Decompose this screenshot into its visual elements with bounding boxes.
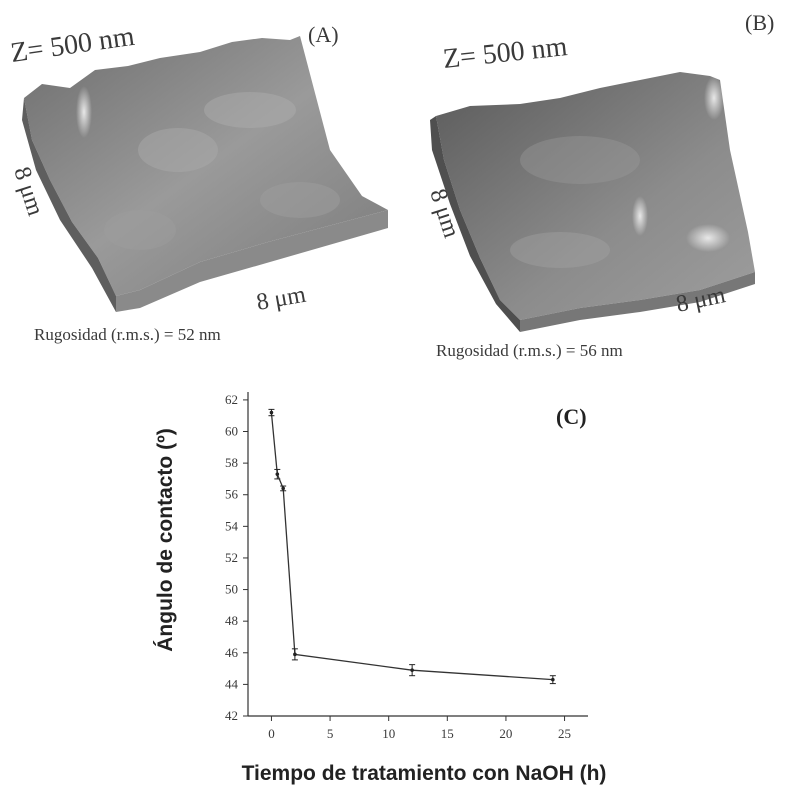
afm-texture-b2 xyxy=(510,232,610,268)
afm-panel-a: Z= 500 nm (A) 8 μm 8 μm Rugosidad (r.m.s… xyxy=(8,21,388,344)
panel-label-c: (C) xyxy=(556,404,587,429)
afm-surface-a xyxy=(24,36,388,296)
afm-peak-b3 xyxy=(704,76,724,120)
y-tick-label: 44 xyxy=(225,676,239,691)
afm-peak-a1 xyxy=(76,86,92,138)
data-point xyxy=(269,410,274,415)
afm-texture-b1 xyxy=(520,136,640,184)
series-line xyxy=(270,412,553,681)
x-dim-label-a: 8 μm xyxy=(255,282,309,316)
y-tick-label: 54 xyxy=(225,518,239,533)
afm-peak-b2 xyxy=(686,224,730,252)
data-point xyxy=(275,472,280,476)
y-axis-title: Ángulo de contacto (º) xyxy=(154,428,177,651)
roughness-label-b: Rugosidad (r.m.s.) = 56 nm xyxy=(436,341,623,360)
afm-peak-b1 xyxy=(632,196,648,236)
x-tick-label: 25 xyxy=(558,726,571,741)
y-tick-label: 50 xyxy=(225,582,238,597)
y-tick-label: 60 xyxy=(225,424,238,439)
data-point xyxy=(410,668,414,672)
afm-side-b-front xyxy=(520,272,755,332)
data-points xyxy=(268,408,556,685)
x-tick-label: 10 xyxy=(382,726,395,741)
data-point xyxy=(293,652,297,657)
z-scale-label-b: Z= 500 nm xyxy=(441,31,568,75)
y-ticks: 42 44 46 48 50 52 54 56 58 60 62 xyxy=(225,392,248,723)
y-tick-label: 62 xyxy=(225,392,238,407)
panel-label-b: (B) xyxy=(745,10,774,35)
afm-panel-b: Z= 500 nm (B) 8 μm 8 μm Rugosidad (r.m.s… xyxy=(424,10,774,360)
afm-side-b-left xyxy=(430,116,520,332)
panel-label-a: (A) xyxy=(308,22,339,47)
y-tick-label: 56 xyxy=(225,487,239,502)
y-tick-label: 52 xyxy=(225,550,238,565)
y-tick-label: 48 xyxy=(225,613,238,628)
afm-texture-a2 xyxy=(204,92,296,128)
afm-texture-a1 xyxy=(138,128,218,172)
roughness-label-a: Rugosidad (r.m.s.) = 52 nm xyxy=(34,325,221,344)
data-point xyxy=(281,486,285,491)
afm-texture-a4 xyxy=(104,210,176,250)
x-tick-label: 20 xyxy=(499,726,512,741)
x-tick-label: 0 xyxy=(268,726,275,741)
x-axis-title: Tiempo de tratamiento con NaOH (h) xyxy=(242,762,607,785)
afm-texture-a3 xyxy=(260,182,340,218)
x-tick-label: 5 xyxy=(327,726,334,741)
chart-panel-c: 42 44 46 48 50 52 54 56 58 60 62 0 5 10 15 20 25 (C) Án… xyxy=(154,392,606,785)
y-tick-label: 42 xyxy=(225,708,238,723)
x-tick-label: 15 xyxy=(441,726,454,741)
afm-surface-b xyxy=(436,72,755,320)
z-scale-label-a: Z= 500 nm xyxy=(9,21,137,69)
x-ticks: 0 5 10 15 20 25 xyxy=(268,716,571,741)
afm-side-a-left xyxy=(22,98,116,312)
y-tick-label: 46 xyxy=(225,645,239,660)
y-tick-label: 58 xyxy=(225,455,238,470)
data-point xyxy=(551,677,555,682)
afm-side-a-front xyxy=(116,210,388,312)
